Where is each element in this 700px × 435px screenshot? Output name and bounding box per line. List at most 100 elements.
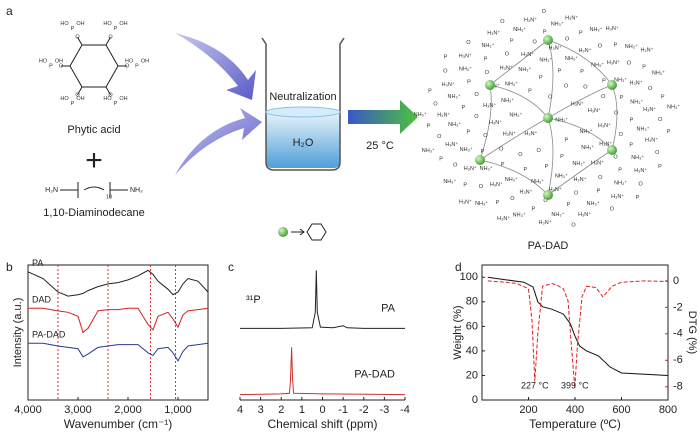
network-label: P xyxy=(658,164,662,170)
network-label: P xyxy=(642,64,646,70)
atom-label: OH xyxy=(119,96,127,102)
x-tick-label: 3 xyxy=(258,404,264,416)
network-label: H₃N⁺ xyxy=(442,81,455,88)
sphere xyxy=(485,80,495,90)
sphere xyxy=(543,113,553,123)
linker xyxy=(479,159,549,196)
formula-bonds xyxy=(60,182,128,198)
network-label: O xyxy=(532,40,537,46)
network-label: H₃N⁺ xyxy=(483,102,496,109)
ring xyxy=(69,44,119,88)
network-label: NH₃⁺ xyxy=(513,26,526,33)
network-label: NH₃⁺ xyxy=(579,128,592,135)
compound-name: Phytic acid xyxy=(67,124,120,136)
network-label: H₃N⁺ xyxy=(497,215,510,222)
series-line xyxy=(487,280,669,389)
network-label: NH₃⁺ xyxy=(422,147,435,154)
network-label: NH₃⁺ xyxy=(589,26,602,33)
network-label: O xyxy=(466,40,471,46)
network-label: H₃N⁺ xyxy=(630,79,643,86)
network-label: P xyxy=(532,206,536,212)
series-label: PA xyxy=(381,302,396,314)
atom-label: P xyxy=(49,63,53,69)
x-tick-label: 4 xyxy=(237,404,243,416)
panel-label: a xyxy=(6,4,13,18)
linker xyxy=(479,84,492,161)
network-label: H₃N⁺ xyxy=(464,165,477,172)
network-label: P xyxy=(667,129,671,135)
network-label: O xyxy=(638,181,643,187)
y-axis-label: Intensity (a.u.) xyxy=(12,298,24,368)
network-label: H₃N⁺ xyxy=(490,181,503,188)
network-label: H₃N⁺ xyxy=(571,100,584,107)
network-label: O xyxy=(613,154,618,160)
atom-label: HO xyxy=(39,58,48,64)
x-tick-label: -1 xyxy=(338,404,348,416)
atom-label: OH xyxy=(141,58,149,64)
frame xyxy=(27,264,209,401)
x-tick-label: 2 xyxy=(278,404,284,416)
x-tick-label: 400 xyxy=(566,404,584,416)
arrow xyxy=(175,108,262,175)
y-tick-label: 100 xyxy=(460,271,478,283)
series-line xyxy=(487,276,669,376)
network-label: O xyxy=(571,222,576,228)
network-label: NH₃⁺ xyxy=(414,111,427,118)
network-label: P xyxy=(461,105,465,111)
network-label: H₃N⁺ xyxy=(599,141,612,148)
network-label: O xyxy=(474,92,479,98)
x-tick-label: -3 xyxy=(379,404,389,416)
network-label: H₃N⁺ xyxy=(598,122,611,129)
network-label: H₃N⁺ xyxy=(549,186,562,193)
network-label: NH₃⁺ xyxy=(630,99,643,106)
network-label: H₃N⁺ xyxy=(437,112,450,119)
network-label: P xyxy=(620,95,624,101)
x-tick-label: 0 xyxy=(319,404,325,416)
network-label: P xyxy=(467,129,471,135)
network-label: O xyxy=(598,175,603,181)
arrow xyxy=(175,33,256,100)
annotation: ³¹P xyxy=(246,294,261,306)
sphere xyxy=(607,145,617,155)
network-label: H₃N⁺ xyxy=(634,167,647,174)
bond xyxy=(77,86,83,96)
network-label: NH₃⁺ xyxy=(448,93,461,100)
network-label: NH₃⁺ xyxy=(505,81,518,88)
y-tick-label: 20 xyxy=(466,369,478,381)
network-label: H₃N⁺ xyxy=(611,193,624,200)
network-label: H₃N⁺ xyxy=(459,199,472,206)
x-tick-label: 1 xyxy=(299,404,305,416)
network-label: H₃N⁺ xyxy=(591,160,604,167)
network-label: H₃N⁺ xyxy=(445,141,458,148)
network-label: H₃N⁺ xyxy=(578,211,591,218)
network-label: H₃N⁺ xyxy=(588,107,601,114)
network-label: O xyxy=(510,196,515,202)
network-label: O xyxy=(574,190,579,196)
network-label: H₃N⁺ xyxy=(645,137,658,144)
network-label: O xyxy=(483,133,488,139)
network-label: O xyxy=(437,134,442,140)
x-tick-label: 200 xyxy=(519,404,537,416)
network-label: NH₃⁺ xyxy=(518,66,531,73)
network-label: H₃N⁺ xyxy=(565,14,578,21)
network-label: H₃N⁺ xyxy=(489,119,502,126)
atom-label: O xyxy=(59,63,64,69)
y2-tick-label: -4 xyxy=(673,328,683,340)
panel-label: c xyxy=(228,260,234,274)
network-label: NH₃⁺ xyxy=(459,66,472,73)
network-label: H₃N⁺ xyxy=(487,30,500,37)
network-label: P xyxy=(545,164,549,170)
network-label: P xyxy=(484,56,488,62)
sphere xyxy=(475,155,485,165)
network-label: H₃N⁺ xyxy=(640,47,653,54)
panel-label: d xyxy=(455,260,462,274)
x-tick-label: 2,000 xyxy=(114,404,142,416)
network-label: NH₃⁺ xyxy=(501,97,514,104)
linker xyxy=(547,117,613,151)
network-label: P xyxy=(539,75,543,81)
network-label: O xyxy=(655,150,660,156)
network-label: P xyxy=(636,195,640,201)
y2-tick-label: -2 xyxy=(673,301,683,313)
network: NH₃⁺H₃N⁺OPNH₃⁺H₃N⁺OPNH₃⁺H₃N⁺OPNH₃⁺H₃N⁺OP… xyxy=(414,9,681,228)
